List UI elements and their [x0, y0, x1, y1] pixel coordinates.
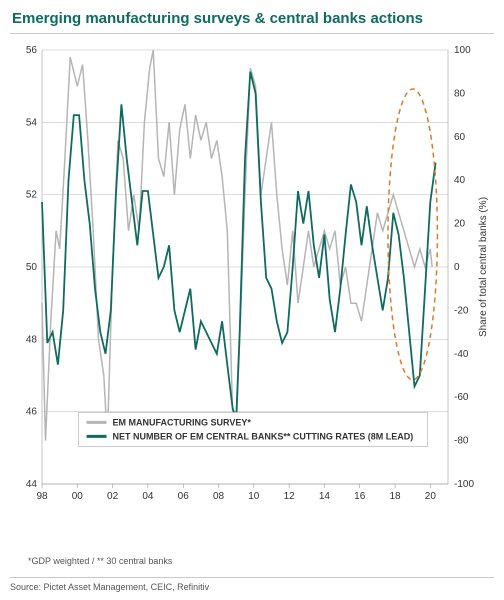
svg-text:-60: -60: [454, 392, 469, 403]
chart-source: Source: Pictet Asset Management, CEIC, R…: [10, 577, 494, 592]
svg-text:-100: -100: [454, 479, 474, 490]
chart-svg: 44464850525456-100-80-60-40-200204060801…: [10, 42, 494, 542]
svg-text:18: 18: [389, 491, 401, 502]
svg-text:12: 12: [284, 491, 296, 502]
svg-text:44: 44: [26, 479, 38, 490]
svg-text:02: 02: [107, 491, 119, 502]
svg-text:46: 46: [26, 407, 38, 418]
svg-text:52: 52: [26, 190, 38, 201]
svg-text:60: 60: [454, 132, 466, 143]
svg-text:54: 54: [26, 117, 38, 128]
title-rule: [10, 33, 494, 34]
svg-text:14: 14: [319, 491, 331, 502]
svg-text:06: 06: [178, 491, 190, 502]
svg-text:-80: -80: [454, 436, 469, 447]
chart-footnote: *GDP weighted / ** 30 central banks: [28, 556, 172, 566]
svg-text:-40: -40: [454, 349, 469, 360]
svg-text:-20: -20: [454, 305, 469, 316]
svg-text:EM MANUFACTURING SURVEY*: EM MANUFACTURING SURVEY*: [113, 417, 252, 427]
svg-text:50: 50: [26, 262, 38, 273]
svg-text:98: 98: [36, 491, 48, 502]
svg-text:00: 00: [72, 491, 84, 502]
svg-text:NET NUMBER OF EM CENTRAL BANKS: NET NUMBER OF EM CENTRAL BANKS** CUTTING…: [113, 431, 414, 441]
svg-text:Share of total central banks (: Share of total central banks (%): [478, 197, 489, 337]
svg-text:04: 04: [142, 491, 154, 502]
svg-text:100: 100: [454, 45, 471, 56]
svg-text:20: 20: [425, 491, 437, 502]
svg-text:80: 80: [454, 88, 466, 99]
chart-title: Emerging manufacturing surveys & central…: [0, 0, 504, 33]
svg-text:0: 0: [454, 262, 460, 273]
svg-text:16: 16: [354, 491, 366, 502]
chart-area: 44464850525456-100-80-60-40-200204060801…: [10, 42, 494, 542]
svg-text:56: 56: [26, 45, 38, 56]
svg-text:40: 40: [454, 175, 466, 186]
svg-text:48: 48: [26, 334, 38, 345]
svg-text:20: 20: [454, 219, 466, 230]
svg-text:08: 08: [213, 491, 225, 502]
svg-text:10: 10: [248, 491, 260, 502]
